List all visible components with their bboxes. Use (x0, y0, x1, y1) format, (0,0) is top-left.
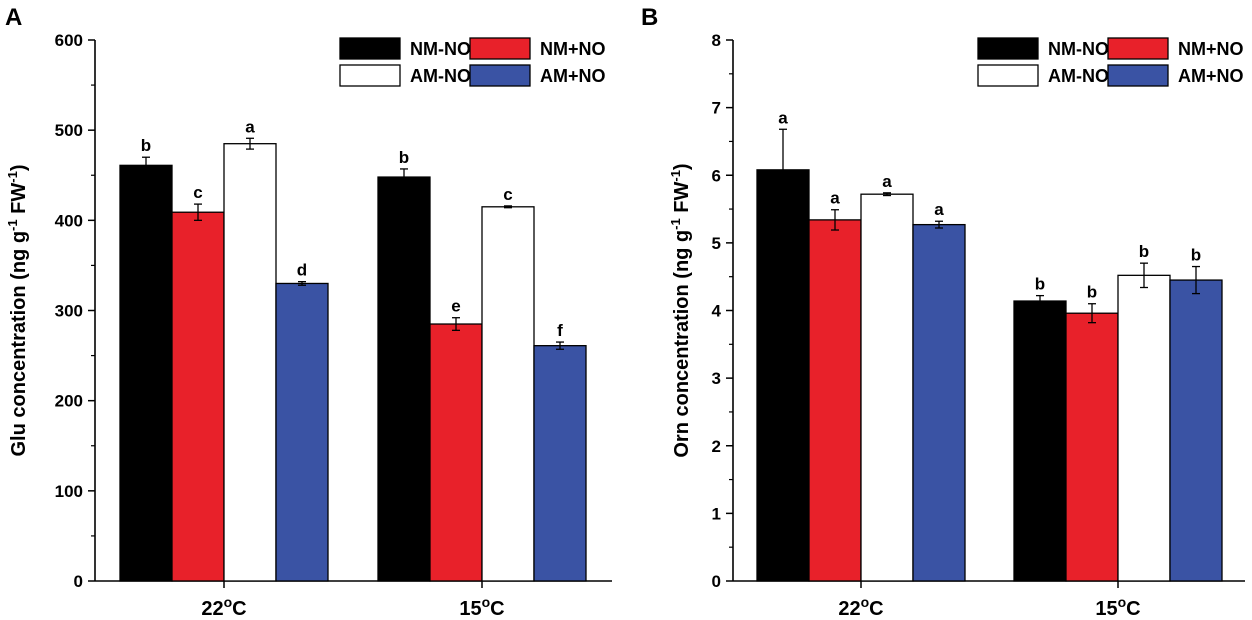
x-tick-label-unit: C (490, 598, 504, 620)
bar-nmplusno (171, 211, 225, 582)
legend-swatch (1107, 64, 1169, 87)
x-tick-label: 15oC (1095, 594, 1140, 620)
legend: NM-NO NM+NO AM-NO AM+NO (977, 37, 1244, 87)
significance-letter: d (297, 261, 307, 280)
significance-letter: b (399, 148, 409, 167)
x-tick-label: 22oC (201, 594, 246, 620)
y-axis-label: Orn concentration (ng g-1 FW-1) (668, 163, 693, 457)
significance-letter: e (451, 297, 460, 316)
y-tick-label: 3 (712, 369, 721, 388)
bar-am-no (223, 143, 277, 582)
legend-swatch (977, 37, 1039, 60)
y-axis-label-unit: FW (8, 183, 30, 220)
x-tick-label-value: 15 (1095, 598, 1117, 620)
legend-label: NM-NO (1048, 39, 1109, 59)
y-axis-label-end: ) (8, 165, 30, 172)
significance-letter: c (193, 183, 202, 202)
y-axis-label-sup: -1 (668, 218, 683, 230)
y-tick-label: 600 (55, 31, 83, 50)
bar-nmplusno (1065, 312, 1119, 582)
y-tick-label: 4 (712, 302, 722, 321)
legend-swatch (977, 64, 1039, 87)
significance-letter: a (934, 200, 944, 219)
y-tick-label: 500 (55, 121, 83, 140)
y-tick-label: 8 (712, 31, 721, 50)
y-tick-label: 5 (712, 234, 721, 253)
x-tick-label-value: 22 (838, 598, 860, 620)
y-tick-label: 300 (55, 302, 83, 321)
y-tick-label: 100 (55, 482, 83, 501)
x-tick-label: 22oC (838, 594, 883, 620)
x-tick-label-unit: C (232, 598, 246, 620)
y-tick-label: 0 (74, 572, 83, 591)
x-tick-label-degree: o (224, 594, 233, 610)
bar-am-no (860, 193, 914, 582)
legend-label: NM-NO (410, 39, 471, 59)
bar-nmplusno (429, 323, 483, 582)
bar-amplusno (275, 282, 329, 582)
x-tick-label-unit: C (869, 598, 883, 620)
bar-nm-no (1013, 300, 1067, 582)
y-tick-label: 200 (55, 392, 83, 411)
y-axis-label-sup: -1 (5, 171, 20, 183)
panel-letter: A (5, 4, 22, 31)
significance-letter: b (1087, 283, 1097, 302)
legend-swatch (1107, 37, 1169, 60)
significance-letter: b (141, 136, 151, 155)
legend-label: AM+NO (1178, 66, 1244, 86)
significance-letter: b (1191, 246, 1201, 265)
bar-amplusno (1169, 279, 1223, 582)
legend-swatch (469, 37, 531, 60)
bar-nm-no (756, 169, 810, 582)
significance-letter: a (245, 117, 255, 136)
significance-letter: b (1035, 275, 1045, 294)
panel-letter: B (641, 4, 658, 31)
significance-letter: c (503, 185, 512, 204)
y-axis-label: Glu concentration (ng g-1 FW-1) (5, 165, 30, 457)
y-tick-label: 0 (712, 572, 721, 591)
y-tick-label: 1 (712, 504, 721, 523)
legend-label: AM-NO (410, 66, 471, 86)
x-tick-label-value: 22 (201, 598, 223, 620)
legend-swatch (339, 37, 401, 60)
legend: NM-NO NM+NO AM-NO AM+NO (339, 37, 606, 87)
y-axis-label-end: ) (671, 163, 693, 170)
x-tick-label-degree: o (1118, 594, 1127, 610)
significance-letter: a (778, 108, 788, 127)
bar-nm-no (119, 164, 173, 582)
legend-label: AM+NO (540, 66, 606, 86)
y-tick-label: 6 (712, 166, 721, 185)
bar-nm-no (377, 176, 431, 582)
y-axis-label-sup: -1 (5, 219, 20, 231)
significance-letter: a (830, 189, 840, 208)
significance-letter: b (1139, 242, 1149, 261)
y-tick-label: 7 (712, 99, 721, 118)
significance-letter: f (557, 321, 563, 340)
x-tick-label: 15oC (459, 594, 504, 620)
bar-am-no (1117, 274, 1171, 582)
bar-amplusno (533, 345, 587, 582)
x-tick-label-degree: o (861, 594, 870, 610)
legend-swatch (339, 64, 401, 87)
legend-label: NM+NO (1178, 39, 1244, 59)
y-axis-label-sup: -1 (668, 170, 683, 182)
legend-swatch (469, 64, 531, 87)
y-axis-label-main: Orn concentration (ng g (671, 230, 693, 458)
x-tick-label-degree: o (482, 594, 491, 610)
y-tick-label: 400 (55, 211, 83, 230)
legend-label: AM-NO (1048, 66, 1109, 86)
y-axis-label-main: Glu concentration (ng g (8, 231, 30, 457)
y-tick-label: 2 (712, 437, 721, 456)
x-tick-label-value: 15 (459, 598, 481, 620)
panel-a: A 0 100 200 300 400 500 600 Glu concentration (n… (5, 4, 612, 620)
bar-amplusno (912, 223, 966, 582)
legend-label: NM+NO (540, 39, 606, 59)
bar-am-no (481, 206, 535, 582)
bar-nmplusno (808, 219, 862, 582)
significance-letter: a (882, 172, 892, 191)
x-tick-label-unit: C (1126, 598, 1140, 620)
y-axis-label-unit: FW (671, 182, 693, 219)
